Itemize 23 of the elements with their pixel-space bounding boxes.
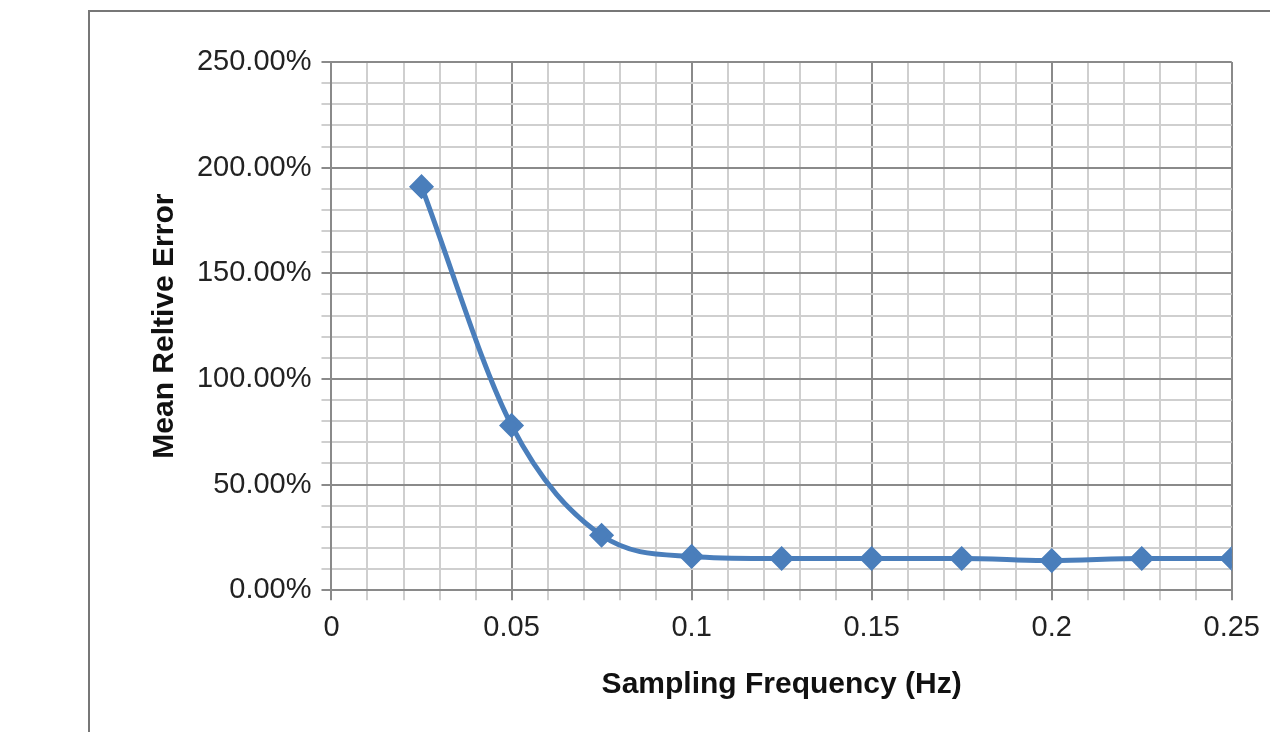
x-tick-label: 0.2 [1031,609,1072,642]
y-tick-label: 200.00% [196,149,312,182]
y-tick-label: 100.00% [196,360,312,393]
x-tick-label: 0.1 [671,609,712,642]
y-tick-label: 150.00% [196,255,312,288]
point [860,547,884,571]
x-tick-label: 0 [323,609,340,642]
point [1130,547,1154,571]
point [770,547,794,571]
point [500,413,524,437]
point [1040,549,1064,573]
y-tick-label: 50.00% [213,466,312,499]
x-tick-label: 0.05 [483,609,540,642]
point [590,523,614,547]
point [680,544,704,568]
y-tick-label: 250.00% [196,44,312,76]
y-axis-title: Mean Reltive Error [146,193,180,459]
point [950,547,974,571]
x-axis-title: Sampling Frequency (Hz) [601,666,962,700]
x-tick-label: 0.25 [1203,609,1261,642]
point [410,175,434,199]
x-tick-label: 0.15 [843,609,900,642]
y-tick-label: 0.00% [229,572,312,605]
